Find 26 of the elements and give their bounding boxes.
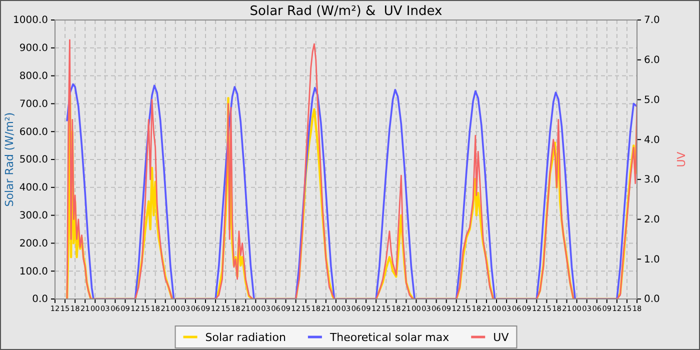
y2-tick-label: 7.0 xyxy=(644,15,660,26)
y2-tick-label: 5.0 xyxy=(644,94,660,106)
legend-label: Theoretical solar max xyxy=(328,331,450,344)
y2-tick-label: 0.0 xyxy=(644,294,660,306)
y2-tick-label: 2.0 xyxy=(644,214,660,226)
y-tick-label: 1000.0 xyxy=(13,15,48,26)
y2-tick-label: 1.0 xyxy=(644,254,660,266)
y-tick-label: 500.0 xyxy=(19,154,48,166)
y-tick-label: 400.0 xyxy=(19,182,48,194)
line-series xyxy=(66,39,637,299)
y-axis-title: Solar Rad (W/m²) xyxy=(3,112,16,207)
y-tick-label: 700.0 xyxy=(19,98,48,110)
chart-title: Solar Rad (W/m²) & UV Index xyxy=(250,4,443,19)
y2-tick-label: 4.0 xyxy=(644,134,660,146)
y-tick-label: 200.0 xyxy=(19,238,48,250)
y-tick-label: 600.0 xyxy=(19,126,48,138)
y-tick-label: 100.0 xyxy=(19,266,48,278)
legend-label: UV xyxy=(493,331,510,344)
y-tick-label: 800.0 xyxy=(19,71,48,82)
y2-tick-label: 3.0 xyxy=(644,174,660,186)
y2-axis-title: UV xyxy=(675,151,688,168)
y-tick-label: 0.0 xyxy=(32,294,48,306)
y2-tick-label: 6.0 xyxy=(644,55,660,66)
legend-label: Solar radiation xyxy=(205,331,286,344)
y-tick-label: 300.0 xyxy=(19,210,48,222)
y-tick-label: 900.0 xyxy=(19,43,48,54)
